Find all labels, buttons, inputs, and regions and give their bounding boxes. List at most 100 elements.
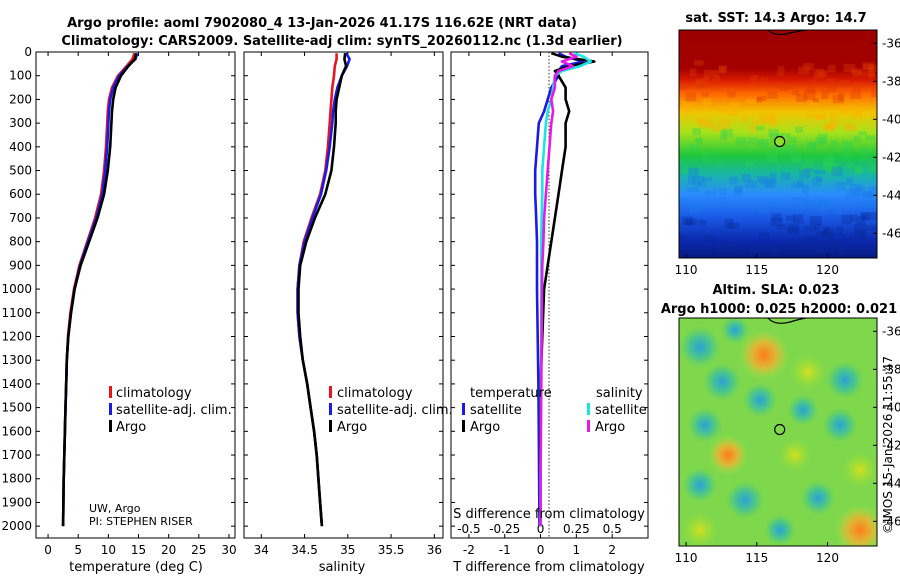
legend-climatology-label: climatology — [116, 386, 192, 401]
map-lat-label: -38 — [882, 74, 900, 88]
x-tick-label: 35 — [340, 543, 355, 557]
y-tick-label: 200 — [9, 92, 32, 106]
map-lat-label: -36 — [882, 36, 900, 50]
y-tick-label: 600 — [9, 187, 32, 201]
sst-map: sat. SST: 14.3 Argo: 14.7 110 115 120 -36 -3… — [675, 11, 900, 277]
x-tick-label: 25 — [191, 543, 206, 557]
temperature-legend: climatology satellite-adj. clim. Argo — [109, 386, 232, 435]
legend-climatology-swatch — [329, 386, 332, 398]
salinity-diff-tick-label: -0.5 — [457, 522, 480, 536]
argo-float-marker — [774, 423, 786, 436]
difference-legend: temperature satellite Argo salinity sate… — [462, 386, 647, 435]
legend-satellite-label: satellite-adj. clim. — [116, 403, 232, 418]
y-tick-label: 1000 — [1, 282, 32, 296]
x-tick-label: -2 — [463, 543, 475, 557]
figure-title-line1: Argo profile: aoml 7902080_4 13-Jan-2026… — [67, 16, 577, 31]
legend-sal-satellite-swatch — [587, 403, 590, 415]
y-tick-label: 1500 — [1, 401, 32, 415]
legend-salinity-title: salinity — [596, 386, 643, 401]
temperature-panel: 0100200300400500600700800900100011001200… — [1, 45, 236, 575]
map-lat-label: -40 — [882, 400, 900, 414]
map-lon-label: 120 — [816, 263, 839, 277]
map-lon-label: 115 — [745, 551, 768, 565]
y-tick-label: 1300 — [1, 353, 32, 367]
imos-timestamp: ©IMOS 15-Jan-2026 11:55:47 — [881, 356, 895, 534]
credit-line1: UW, Argo — [89, 502, 141, 515]
map-lat-label: -46 — [882, 226, 900, 240]
legend-sal-argo-label: Argo — [595, 420, 625, 435]
credit-line2: PI: STEPHEN RISER — [89, 515, 193, 528]
y-tick-label: 2000 — [1, 519, 32, 533]
map-lat-label: -40 — [882, 112, 900, 126]
sla-map-title-line2: Argo h1000: 0.025 h2000: 0.021 — [661, 302, 897, 317]
x-tick-label: 20 — [161, 543, 176, 557]
y-tick-label: 0 — [24, 45, 32, 59]
salinity-diff-tick-label: 0.5 — [603, 522, 622, 536]
legend-temp-argo-label: Argo — [470, 420, 500, 435]
coastline — [767, 317, 807, 324]
y-tick-label: 1800 — [1, 472, 32, 486]
difference-xlabel: T difference from climatology — [452, 560, 645, 575]
legend-argo-swatch — [109, 420, 112, 432]
legend-argo-label: Argo — [337, 420, 367, 435]
y-tick-label: 500 — [9, 164, 32, 178]
sla-map: Altim. SLA: 0.023 Argo h1000: 0.025 h200… — [661, 283, 900, 565]
y-tick-label: 1600 — [1, 424, 32, 438]
legend-temp-satellite-label: satellite — [470, 403, 522, 418]
map-lat-label: -44 — [882, 476, 900, 490]
salinity-panel: 34 34.5 35 35.5 36 salinity climatology sate… — [243, 51, 453, 575]
series-line-argo — [297, 53, 348, 527]
x-tick-label: 15 — [131, 543, 146, 557]
legend-sal-argo-swatch — [587, 420, 590, 432]
y-tick-label: 1200 — [1, 329, 32, 343]
salinity-diff-tick-label: 0 — [537, 522, 545, 536]
salinity-axes-frame — [243, 51, 444, 539]
x-tick-label: 1 — [573, 543, 581, 557]
sla-map-frame — [678, 317, 878, 547]
y-tick-label: 1900 — [1, 495, 32, 509]
temperature-xlabel: temperature (deg C) — [69, 560, 203, 575]
x-tick-label: 0 — [44, 543, 52, 557]
salinity-legend: climatology satellite-adj. clim. Argo — [329, 386, 453, 435]
y-tick-label: 900 — [9, 258, 32, 272]
x-tick-label: 36 — [427, 543, 442, 557]
legend-climatology-label: climatology — [337, 386, 413, 401]
map-lat-label: -46 — [882, 514, 900, 528]
map-lon-label: 110 — [675, 263, 698, 277]
map-lon-label: 115 — [745, 263, 768, 277]
map-lat-label: -38 — [882, 362, 900, 376]
legend-temperature-title: temperature — [470, 386, 552, 401]
sla-map-title-line1: Altim. SLA: 0.023 — [713, 283, 840, 298]
sla-field — [679, 318, 877, 546]
map-lon-label: 120 — [816, 551, 839, 565]
temperature-axes-frame — [35, 51, 236, 539]
salinity-diff-tick-label: 0.25 — [563, 522, 590, 536]
y-tick-label: 1100 — [1, 306, 32, 320]
legend-satellite-swatch — [109, 403, 112, 415]
y-tick-label: 1400 — [1, 377, 32, 391]
y-tick-label: 100 — [9, 69, 32, 83]
legend-satellite-label: satellite-adj. clim. — [337, 403, 453, 418]
legend-climatology-swatch — [109, 386, 112, 398]
x-tick-label: 10 — [101, 543, 116, 557]
salinity-xlabel: salinity — [319, 560, 366, 575]
argo-float-marker — [774, 135, 786, 148]
map-lat-label: -36 — [882, 324, 900, 338]
x-tick-label: 30 — [221, 543, 236, 557]
legend-temp-satellite-swatch — [462, 403, 465, 415]
y-tick-label: 700 — [9, 211, 32, 225]
salinity-diff-tick-label: -0.25 — [489, 522, 520, 536]
difference-panel: -2 -1 0 1 2 -0.5 -0.25 0 0.25 0.5 T difference f… — [450, 51, 649, 575]
legend-sal-satellite-label: satellite — [595, 403, 647, 418]
difference-salinity-label: S difference from climatology — [453, 507, 645, 522]
x-tick-label: 2 — [608, 543, 616, 557]
series-line-argo — [61, 52, 138, 527]
series-line-salinity-argo — [539, 52, 578, 527]
map-lat-label: -42 — [882, 150, 900, 164]
x-tick-label: -1 — [499, 543, 511, 557]
difference-axes-frame — [450, 51, 649, 539]
x-tick-label: 0 — [537, 543, 545, 557]
x-tick-label: 5 — [74, 543, 82, 557]
y-tick-label: 800 — [9, 235, 32, 249]
